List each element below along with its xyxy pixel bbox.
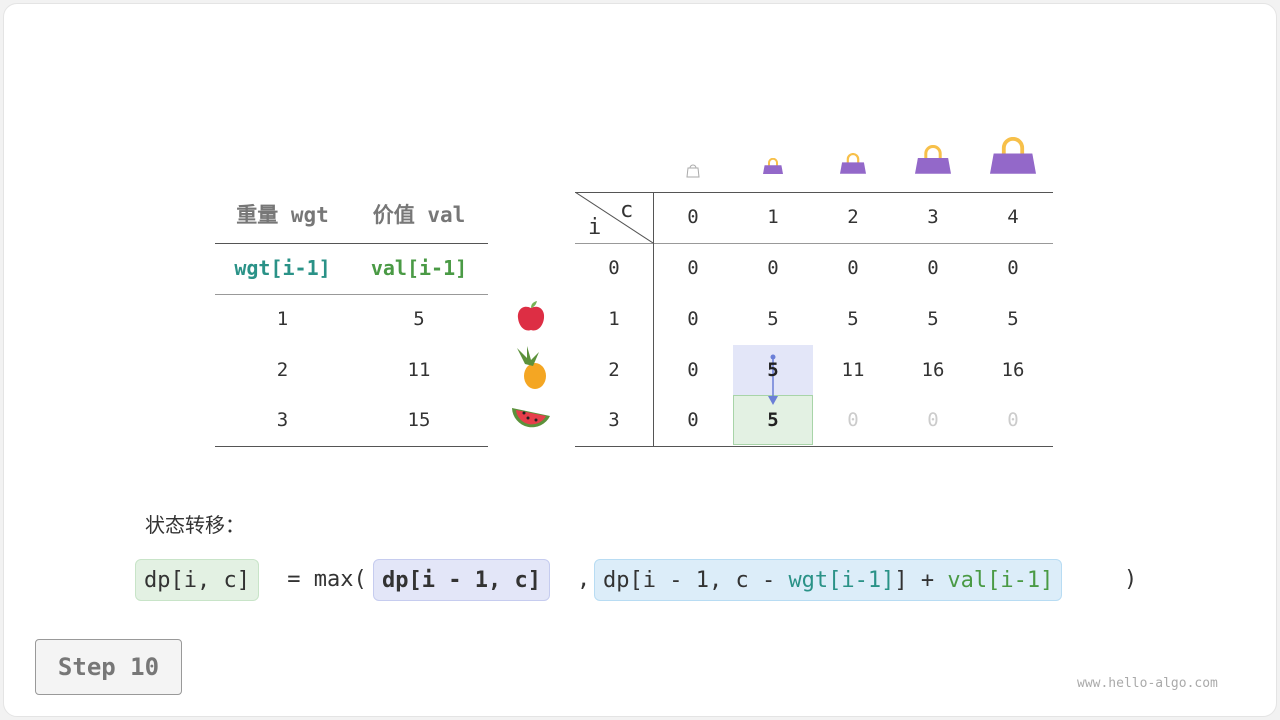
bag-icon-4 bbox=[990, 137, 1036, 174]
weight-cell: 1 bbox=[276, 308, 289, 330]
weight-cell: 2 bbox=[276, 359, 289, 381]
col-header: 4 bbox=[1007, 206, 1019, 228]
formula-lhs: dp[i, c] bbox=[135, 559, 259, 601]
dp-cell: 0 bbox=[927, 257, 939, 279]
dp-cell: 16 bbox=[921, 359, 945, 381]
dp-cell: 5 bbox=[847, 308, 859, 330]
formula-arg2-b: ] + bbox=[894, 568, 948, 593]
dp-cell: 0 bbox=[1007, 409, 1019, 431]
col-header: 3 bbox=[927, 206, 939, 228]
corner-i: i bbox=[588, 215, 602, 240]
watermelon-icon bbox=[512, 408, 550, 428]
pineapple-icon bbox=[517, 346, 546, 389]
row-header: 3 bbox=[608, 409, 620, 431]
subheader-val: val[i-1] bbox=[370, 256, 468, 280]
dp-cell: 0 bbox=[847, 257, 859, 279]
apple-icon bbox=[517, 301, 545, 331]
col-header: 2 bbox=[847, 206, 859, 228]
dp-cell: 5 bbox=[1007, 308, 1019, 330]
value-cell: 15 bbox=[407, 409, 431, 431]
dp-cell: 0 bbox=[767, 257, 779, 279]
formula-comma: , bbox=[577, 567, 591, 592]
formula-label: 状态转移： bbox=[145, 513, 245, 537]
formula-close: ) bbox=[1124, 567, 1138, 592]
formula-arg2-wgt: wgt[i-1] bbox=[788, 568, 895, 593]
watermark: www.hello-algo.com bbox=[1077, 676, 1218, 691]
row-header: 1 bbox=[608, 308, 620, 330]
formula-arg2-a: dp[i - 1, c - bbox=[603, 568, 789, 593]
step-button[interactable]: Step 10 bbox=[35, 639, 182, 695]
row-header: 2 bbox=[608, 359, 620, 381]
bag-icon-0 bbox=[686, 164, 700, 178]
dp-cell: 5 bbox=[767, 308, 779, 330]
dp-cell: 5 bbox=[767, 409, 779, 431]
dp-cell: 5 bbox=[927, 308, 939, 330]
dp-cell: 0 bbox=[687, 257, 699, 279]
dp-cell: 5 bbox=[767, 359, 779, 381]
value-cell: 5 bbox=[413, 308, 425, 330]
col-header: 1 bbox=[767, 206, 779, 228]
dp-cell: 0 bbox=[1007, 257, 1019, 279]
col-header: 0 bbox=[687, 206, 699, 228]
dp-cell: 0 bbox=[687, 359, 699, 381]
dp-cell: 0 bbox=[847, 409, 859, 431]
formula-arg2-val: val[i-1] bbox=[947, 568, 1054, 593]
corner-diagonal bbox=[575, 192, 653, 243]
dp-cell: 11 bbox=[841, 359, 865, 381]
arrow-down-icon bbox=[768, 354, 778, 405]
dp-cell: 0 bbox=[687, 308, 699, 330]
formula-max: = max( bbox=[274, 567, 367, 592]
value-cell: 11 bbox=[407, 359, 431, 381]
header-weight: 重量 wgt bbox=[236, 203, 329, 227]
weight-cell: 3 bbox=[276, 409, 289, 431]
row-header: 0 bbox=[608, 257, 620, 279]
bag-icon-1 bbox=[763, 158, 783, 174]
subheader-wgt: wgt[i-1] bbox=[234, 256, 331, 280]
corner-c: c bbox=[620, 198, 634, 223]
bag-icon-3 bbox=[915, 145, 951, 174]
formula-arg1: dp[i - 1, c] bbox=[373, 559, 550, 601]
header-value: 价值 val bbox=[372, 203, 466, 227]
formula-arg2: dp[i - 1, c - wgt[i-1]] + val[i-1] bbox=[594, 559, 1063, 601]
bag-icon-2 bbox=[840, 153, 866, 174]
dp-cell: 16 bbox=[1001, 359, 1025, 381]
dp-cell: 0 bbox=[687, 409, 699, 431]
dp-cell: 0 bbox=[927, 409, 939, 431]
